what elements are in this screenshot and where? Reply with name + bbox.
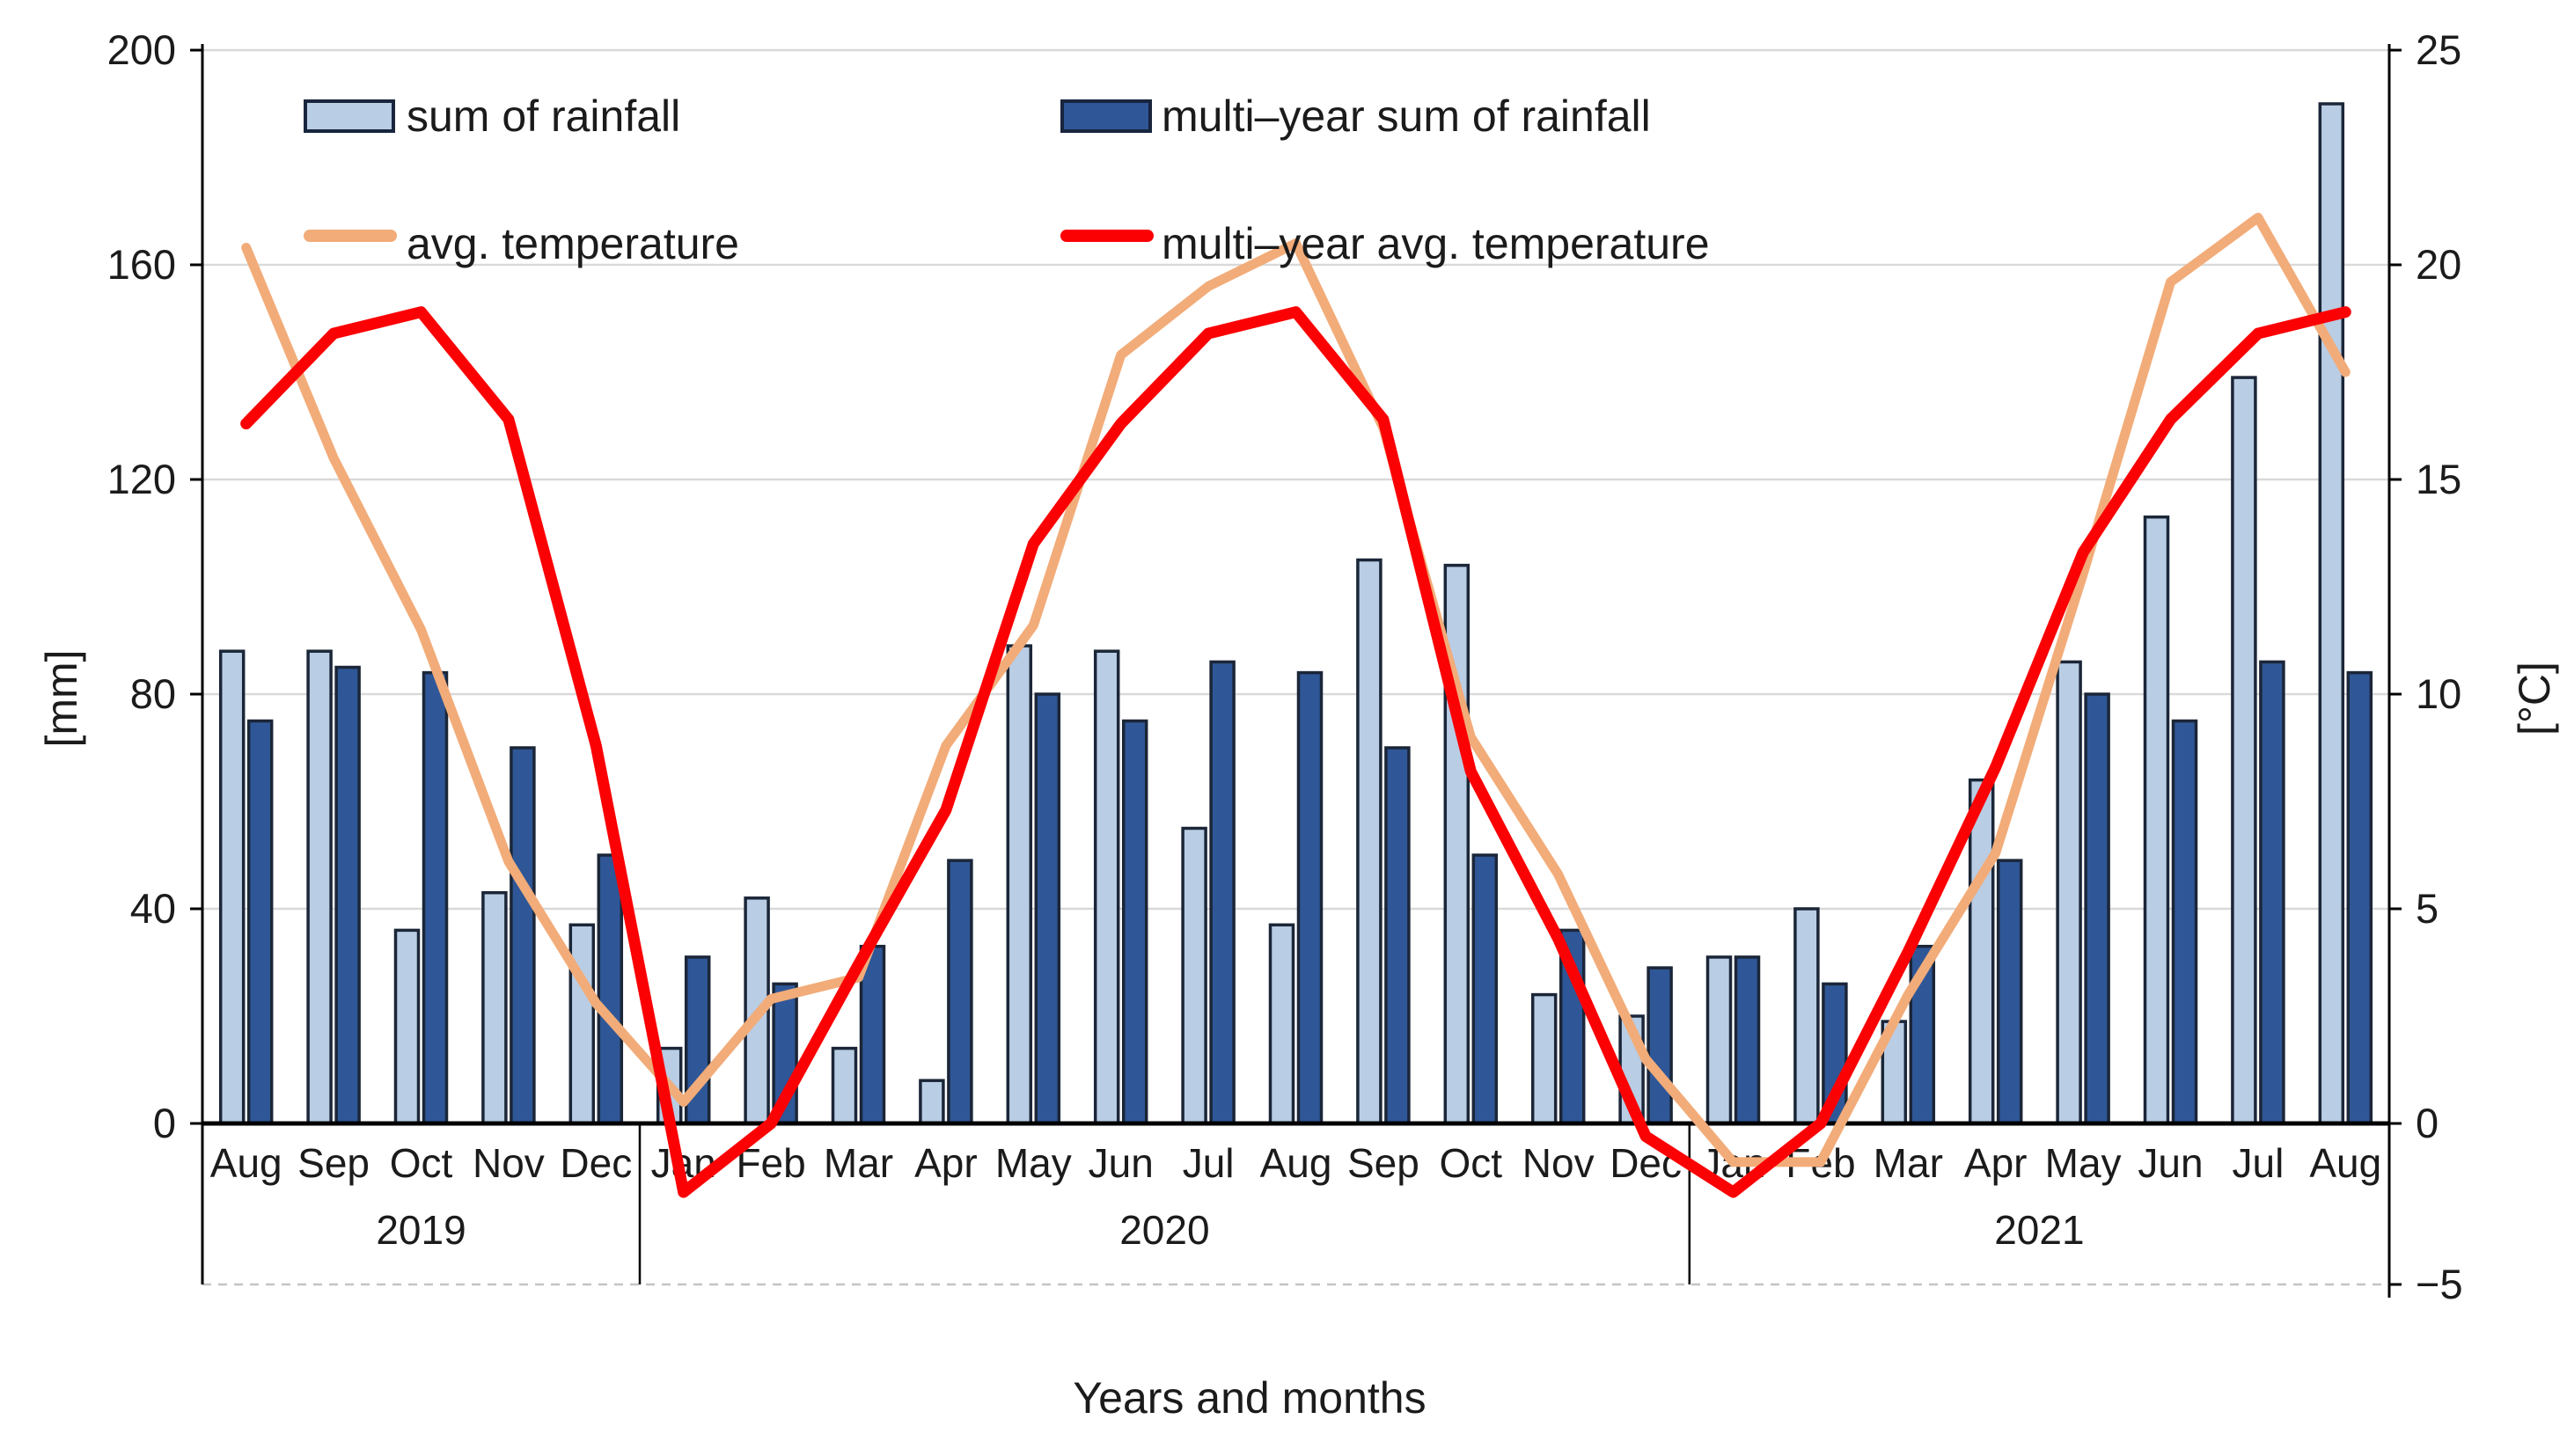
legend-swatch-multi-year-avg-temperature-icon [1060, 230, 1154, 242]
bar-multi-year-sum-of-rainfall-Apr2020 [947, 859, 973, 1125]
month-label-Jul2021: Jul [2232, 1140, 2284, 1186]
legend-label-sum-of-rainfall: sum of rainfall [407, 91, 681, 141]
bar-sum-of-rainfall-Sep2020 [1356, 558, 1383, 1125]
bar-multi-year-sum-of-rainfall-Jun2021 [2171, 719, 2198, 1125]
right-tick-label--5: −5 [2416, 1261, 2463, 1307]
legend-label-multi-year-sum-of-rainfall: multi–year sum of rainfall [1162, 91, 1651, 141]
bar-sum-of-rainfall-Oct2019 [393, 928, 421, 1125]
month-label-Jun2021: Jun [2138, 1140, 2203, 1186]
line-avg-temperature [241, 212, 2351, 1167]
right-axis-title: [°C] [2510, 662, 2559, 735]
month-label-Aug2021: Aug [2309, 1140, 2381, 1186]
legend-label-avg-temperature: avg. temperature [407, 219, 739, 268]
bar-multi-year-sum-of-rainfall-Jul2020 [1209, 660, 1236, 1125]
month-label-Apr2020: Apr [914, 1140, 978, 1186]
right-tick-label-10: 10 [2416, 670, 2461, 717]
month-label-May2021: May [2045, 1140, 2122, 1186]
bar-multi-year-sum-of-rainfall-Aug2021 [2346, 670, 2373, 1125]
month-label-Apr2021: Apr [1964, 1140, 2028, 1186]
legend-swatch-sum-of-rainfall-icon [304, 99, 395, 133]
bar-sum-of-rainfall-Aug2020 [1268, 923, 1295, 1125]
left-tick-label-120: 120 [107, 456, 176, 502]
right-tick-label-0: 0 [2416, 1100, 2439, 1146]
bar-multi-year-sum-of-rainfall-Aug2020 [1296, 670, 1324, 1125]
month-label-Oct2020: Oct [1440, 1140, 1503, 1186]
bar-sum-of-rainfall-Jun2021 [2143, 515, 2170, 1125]
bar-sum-of-rainfall-Mar2020 [831, 1046, 858, 1125]
bar-multi-year-sum-of-rainfall-Jun2020 [1121, 719, 1148, 1125]
month-label-Aug2019: Aug [210, 1140, 282, 1186]
bar-multi-year-sum-of-rainfall-Sep2020 [1384, 746, 1411, 1125]
bar-sum-of-rainfall-Feb2021 [1793, 907, 1820, 1125]
month-label-Mar2021: Mar [1874, 1140, 1943, 1186]
bar-sum-of-rainfall-Apr2020 [919, 1079, 945, 1125]
bar-multi-year-sum-of-rainfall-May2020 [1034, 692, 1061, 1125]
bar-sum-of-rainfall-Sep2019 [306, 649, 333, 1125]
month-label-Jul2020: Jul [1183, 1140, 1235, 1186]
bar-multi-year-sum-of-rainfall-Oct2020 [1471, 853, 1499, 1125]
bar-sum-of-rainfall-Apr2021 [1968, 778, 1995, 1125]
left-tick-label-0: 0 [153, 1100, 176, 1146]
legend-swatch-multi-year-sum-of-rainfall-icon [1060, 99, 1152, 133]
bar-sum-of-rainfall-Jan2021 [1705, 955, 1733, 1125]
bar-multi-year-sum-of-rainfall-Nov2019 [510, 746, 536, 1125]
month-label-Nov2019: Nov [473, 1140, 545, 1186]
month-label-Jun2020: Jun [1089, 1140, 1154, 1186]
left-tick-label-160: 160 [107, 241, 176, 288]
month-label-Dec2019: Dec [560, 1140, 632, 1186]
month-label-Mar2020: Mar [824, 1140, 893, 1186]
bar-multi-year-sum-of-rainfall-Dec2019 [597, 853, 624, 1125]
right-tick-label-15: 15 [2416, 456, 2461, 502]
bar-sum-of-rainfall-May2021 [2056, 660, 2082, 1125]
bar-sum-of-rainfall-Jul2020 [1181, 826, 1207, 1125]
bar-multi-year-sum-of-rainfall-Oct2019 [422, 670, 449, 1125]
right-tick-label-20: 20 [2416, 241, 2461, 288]
bar-multi-year-sum-of-rainfall-Aug2019 [246, 719, 274, 1125]
legend-swatch-avg-temperature-icon [304, 230, 397, 242]
bar-sum-of-rainfall-Aug2021 [2318, 102, 2345, 1125]
year-label-2020: 2020 [1119, 1207, 1209, 1253]
x-axis-title: Years and months [1073, 1373, 1427, 1423]
month-label-Sep2019: Sep [297, 1140, 370, 1186]
right-tick-label-25: 25 [2416, 26, 2461, 73]
bar-multi-year-sum-of-rainfall-Jul2021 [2259, 660, 2285, 1125]
month-label-May2020: May [995, 1140, 1072, 1186]
month-label-Sep2020: Sep [1347, 1140, 1419, 1186]
right-tick-label-5: 5 [2416, 885, 2439, 932]
year-label-2021: 2021 [1994, 1207, 2084, 1253]
bar-sum-of-rainfall-Nov2020 [1530, 992, 1558, 1125]
bar-sum-of-rainfall-Jul2021 [2231, 376, 2257, 1125]
bar-multi-year-sum-of-rainfall-Sep2019 [334, 665, 361, 1125]
left-tick-label-80: 80 [130, 670, 176, 717]
bar-sum-of-rainfall-Dec2019 [568, 923, 596, 1125]
month-label-Aug2020: Aug [1260, 1140, 1332, 1186]
bar-sum-of-rainfall-Nov2019 [481, 890, 508, 1125]
legend-label-multi-year-avg-temperature: multi–year avg. temperature [1162, 219, 1710, 268]
left-tick-label-40: 40 [130, 885, 176, 932]
bar-multi-year-sum-of-rainfall-Dec2020 [1647, 966, 1673, 1125]
bar-multi-year-sum-of-rainfall-May2021 [2084, 692, 2110, 1125]
bar-multi-year-sum-of-rainfall-Apr2021 [1996, 859, 2023, 1125]
month-label-Nov2020: Nov [1522, 1140, 1595, 1186]
bar-multi-year-sum-of-rainfall-Jan2021 [1734, 955, 1761, 1125]
left-axis-title: [mm] [37, 649, 86, 748]
bar-sum-of-rainfall-Jun2020 [1093, 649, 1120, 1125]
year-label-2019: 2019 [376, 1207, 466, 1253]
line-multi-year-avg-temperature [240, 306, 2351, 1198]
bar-sum-of-rainfall-Aug2019 [218, 649, 246, 1125]
left-tick-label-200: 200 [107, 26, 176, 73]
month-label-Oct2019: Oct [390, 1140, 453, 1186]
bar-sum-of-rainfall-May2020 [1006, 644, 1033, 1125]
